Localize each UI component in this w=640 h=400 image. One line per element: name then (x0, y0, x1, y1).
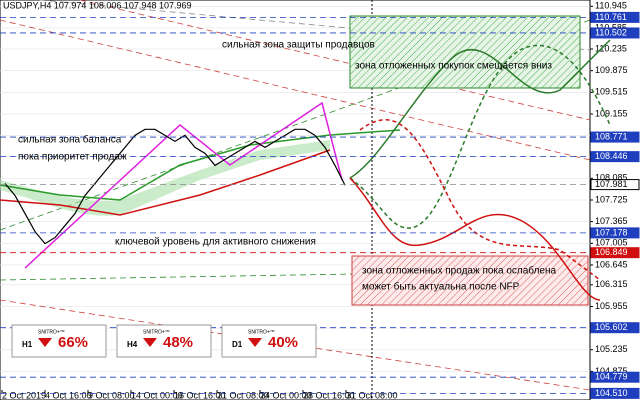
zigzag (24, 101, 343, 269)
x-tick-label: 28 Oct 16:00 (303, 390, 355, 400)
annotation: сильная зона защиты продавцов (222, 40, 375, 51)
y-tick-label: 109.515 (595, 87, 628, 97)
level-box (590, 227, 640, 239)
indicator-arrow (248, 338, 262, 347)
x-tick-label: 21 Oct 08:00 (217, 390, 269, 400)
price-series (4, 128, 346, 245)
header: USDJPY,H4 107.974 108.006 107.948 107.96… (3, 0, 192, 10)
y-tick-label: 105.955 (595, 301, 628, 311)
level-label: 107.981 (595, 179, 628, 189)
level-label: 108.446 (595, 151, 628, 161)
level-box (590, 322, 640, 334)
level-box (590, 179, 640, 191)
indicator-box (221, 324, 317, 358)
y-tick-label: 106.645 (595, 259, 628, 269)
y-tick-label: 110.235 (595, 43, 627, 53)
level-box (590, 371, 640, 383)
levels: 110.761 110.502 108.771 108.446 107.981 107.1… (0, 11, 640, 399)
y-tick-label: 109.155 (595, 108, 628, 118)
level-box (590, 11, 640, 23)
annotation: пока приоритет продаж (18, 152, 127, 163)
x-tick-label: 16 Oct 16:00 (174, 390, 226, 400)
x-tick-label: 14 Oct 00:00 (131, 390, 183, 400)
x-tick-label: 9 Oct 08:00 (88, 390, 135, 400)
annotation: может быть актуальна после NFP (362, 281, 520, 293)
level-label: 104.779 (595, 372, 628, 382)
x-tick-label: 4 Oct 16:00 (45, 390, 92, 400)
level-label: 107.178 (595, 227, 628, 237)
level-box (590, 247, 640, 259)
x-tick-label: 31 Oct 08:00 (346, 390, 398, 400)
annotations: сильная зона защиты продавцов зона отложе… (18, 40, 557, 293)
indicator-value: 40% (268, 334, 298, 351)
sell-zone (351, 255, 589, 306)
x-tick-label: 24 Oct 00:00 (260, 390, 312, 400)
indicator-value: 66% (58, 334, 88, 351)
indicator-box (11, 324, 107, 358)
level-box (590, 27, 640, 39)
y-tick-label: 109.875 (595, 65, 628, 75)
level-label: 110.761 (595, 12, 627, 22)
x-tick-label: 2 Oct 2019 (2, 390, 46, 400)
indicator-brand: SNITRO+™ (38, 329, 65, 335)
forecast-paths (349, 39, 611, 301)
indicator-brand: SNITRO+™ (248, 329, 275, 335)
y-tick-label: 107.725 (595, 194, 628, 204)
y-tick-label: 106.315 (595, 279, 628, 289)
y-tick-label: 104.875 (595, 366, 628, 376)
level-label: 108.771 (595, 131, 628, 141)
y-tick-label: 107.005 (595, 238, 628, 248)
price-line (4, 128, 346, 245)
annotation: зона отложенных продаж пока ослаблена (362, 265, 557, 277)
indicator-box (116, 324, 212, 358)
y-tick-label: 105.235 (595, 344, 628, 354)
buy-zone (349, 15, 581, 89)
indicator-arrow (143, 338, 157, 347)
level-box (590, 131, 640, 143)
y-tick-label: 110.945 (595, 1, 627, 11)
level-box (590, 151, 640, 163)
annotation: зона отложенных покупок смещается вниз (355, 61, 552, 72)
annotation: ключевой уровень для активного снижения (115, 237, 316, 248)
indicator-value: 48% (163, 334, 193, 351)
y-tick-label: 110.585 (595, 22, 627, 32)
indicator-timeframe: H1 (22, 340, 33, 349)
level-label: 110.502 (595, 27, 627, 37)
level-label: 104.510 (595, 388, 628, 398)
indicator-brand: SNITRO+™ (143, 329, 170, 335)
annotation: сильная зона баланса (18, 134, 122, 146)
indicator-timeframe: D1 (232, 340, 243, 349)
level-label: 106.849 (595, 247, 628, 257)
level-label: 105.602 (595, 322, 628, 332)
indicator-arrow (38, 338, 52, 347)
y-tick-label: 107.365 (595, 216, 628, 226)
y-tick-label: 108.085 (595, 173, 628, 183)
indicator-timeframe: H4 (127, 340, 138, 349)
level-box (590, 387, 640, 399)
